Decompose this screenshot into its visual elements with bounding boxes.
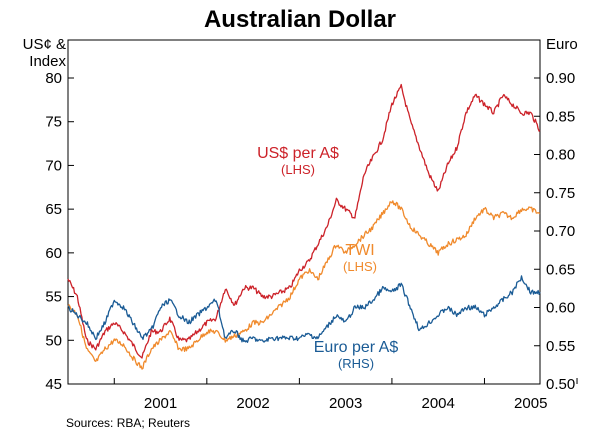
plot-frame — [67, 39, 541, 385]
right-tick-label: 0.80 — [546, 147, 575, 164]
left-tick-label: 60 — [45, 245, 62, 262]
right-tick-label: 0.90 — [546, 70, 575, 87]
series-axis-note-2: (RHS) — [338, 356, 374, 371]
right-tick-label: 0.65 — [546, 261, 575, 278]
x-tick-label: 2002 — [236, 395, 269, 412]
x-tick-label: 2001 — [144, 395, 177, 412]
series-line-2 — [67, 275, 541, 343]
left-axis-label-line2: Index — [29, 53, 66, 70]
left-tick-label: 75 — [45, 114, 62, 131]
left-tick-label: 65 — [45, 201, 62, 218]
series-name-1: TWI — [345, 242, 374, 259]
left-axis-label: US¢ & Index — [4, 36, 66, 70]
series-axis-note-0: (LHS) — [281, 162, 315, 177]
left-tick-label: 70 — [45, 157, 62, 174]
left-axis-label-line1: US¢ & — [22, 36, 66, 53]
series-name-2: Euro per A$ — [314, 339, 399, 356]
left-tick-label: 50 — [45, 332, 62, 349]
right-tick-label: 0.60 — [546, 300, 575, 317]
chart-source: Sources: RBA; Reuters — [66, 416, 191, 430]
right-tick-label: 0.50 — [546, 376, 575, 393]
x-tick-label: 2005 — [514, 395, 547, 412]
series-line-0 — [67, 83, 541, 359]
right-tick-label: 0.55 — [546, 338, 575, 355]
right-tick-label: 0.70 — [546, 223, 575, 240]
series-name-0: US$ per A$ — [257, 145, 339, 162]
x-tick-label: 2003 — [329, 395, 362, 412]
series-axis-note-1: (LHS) — [343, 259, 377, 274]
right-tick-label: 0.85 — [546, 108, 575, 125]
series-line-1 — [67, 200, 541, 370]
left-tick-label: 80 — [45, 70, 62, 87]
right-axis-label: Euro — [546, 36, 578, 53]
chart-title: Australian Dollar — [203, 6, 397, 33]
x-tick-label: 2004 — [422, 395, 455, 412]
right-tick-label: 0.75 — [546, 185, 575, 202]
left-tick-label: 55 — [45, 289, 62, 306]
left-tick-label: 45 — [45, 376, 62, 393]
